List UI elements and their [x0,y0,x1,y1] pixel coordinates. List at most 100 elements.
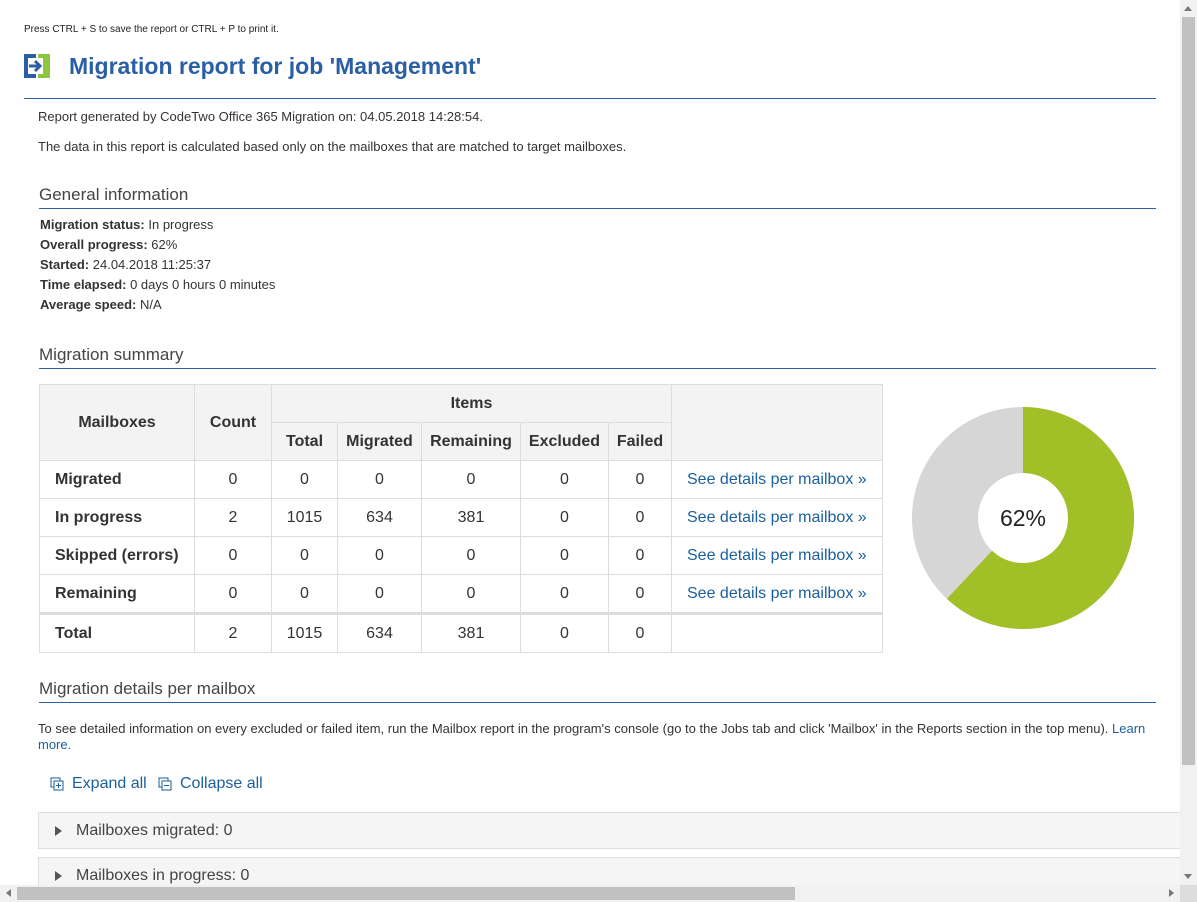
save-print-hint: Press CTRL + S to save the report or CTR… [24,24,279,35]
header-migrated: Migrated [337,422,422,461]
cell-remaining: 0 [421,536,521,575]
info-label: Time elapsed: [40,277,127,292]
progress-donut-chart: 62% [912,407,1134,629]
header-items: Items [271,384,672,423]
info-value: 0 days 0 hours 0 minutes [130,277,276,292]
horizontal-scroll-thumb[interactable] [17,887,795,900]
header-links [671,384,883,461]
title-divider [24,98,1156,99]
collapse-icon [158,777,172,791]
info-value: In progress [148,217,214,232]
expand-triangle-icon [55,825,62,836]
section-divider [39,368,1156,369]
header-total: Total [271,422,338,461]
info-value: 62% [151,237,178,252]
table-row: Remaining 0 0 0 0 0 0 See details per ma… [39,574,883,614]
average-speed: Average speed: N/A [40,297,162,312]
started-time: Started: 24.04.2018 11:25:37 [40,257,211,272]
cell-failed: 0 [608,460,672,499]
summary-table: Mailboxes Count Items Total Migrated Rem… [39,384,883,653]
collapse-all-label: Collapse all [180,775,263,792]
cell-excluded: 0 [520,498,609,537]
collapse-all-button[interactable]: Collapse all [158,775,263,793]
details-link-migrated[interactable]: See details per mailbox » [671,460,883,499]
cell-count: 2 [194,612,272,653]
details-link-in-progress[interactable]: See details per mailbox » [671,498,883,537]
info-value: 24.04.2018 11:25:37 [92,257,212,272]
cell-migrated: 0 [337,460,422,499]
scroll-right-arrow-icon[interactable] [1169,889,1174,897]
cell-total: 0 [271,536,338,575]
section-divider [39,702,1156,703]
section-divider [39,208,1156,209]
general-information-heading: General information [39,185,189,204]
group-mailboxes-in-progress[interactable]: Mailboxes in progress: 0 [38,857,1180,885]
cell-migrated: 634 [337,612,422,653]
row-label: Migrated [39,460,195,499]
cell-excluded: 0 [520,460,609,499]
page-title: Migration report for job 'Management' [69,52,482,79]
donut-label: 62% [1000,505,1046,531]
scroll-left-arrow-icon[interactable] [6,889,11,897]
table-row: In progress 2 1015 634 381 0 0 See detai… [39,498,883,537]
cell-remaining: 0 [421,574,521,614]
migration-summary-heading: Migration summary [39,345,184,364]
expand-all-label: Expand all [72,775,147,792]
time-elapsed: Time elapsed: 0 days 0 hours 0 minutes [40,277,275,292]
vertical-scroll-thumb[interactable] [1182,17,1195,765]
codetwo-logo-icon [24,54,50,78]
vertical-scrollbar[interactable] [1180,0,1197,885]
cell-count: 0 [194,536,272,575]
cell-total: 0 [271,574,338,614]
info-label: Migration status: [40,217,145,232]
cell-remaining: 381 [421,612,521,653]
cell-excluded: 0 [520,536,609,575]
details-description-text: To see detailed information on every exc… [38,721,1109,736]
cell-excluded: 0 [520,612,609,653]
details-link-skipped[interactable]: See details per mailbox » [671,536,883,575]
cell-count: 0 [194,574,272,614]
migration-status: Migration status: In progress [40,217,213,232]
cell-migrated: 0 [337,536,422,575]
expand-all-button[interactable]: Expand all [50,775,147,793]
table-row: Skipped (errors) 0 0 0 0 0 0 See details… [39,536,883,575]
scroll-down-arrow-icon[interactable] [1184,874,1192,879]
calculation-note: The data in this report is calculated ba… [38,139,627,154]
group-label: Mailboxes migrated: 0 [76,821,233,839]
info-label: Started: [40,257,90,272]
info-label: Overall progress: [40,237,148,252]
cell-failed: 0 [608,498,672,537]
horizontal-scrollbar[interactable] [0,885,1180,902]
report-page: Press CTRL + S to save the report or CTR… [24,24,1180,885]
cell-excluded: 0 [520,574,609,614]
cell-empty [671,612,883,653]
header-failed: Failed [608,422,672,461]
cell-failed: 0 [608,612,672,653]
cell-failed: 0 [608,574,672,614]
learn-more-link[interactable]: Learn more. [38,721,1146,752]
migration-details-heading: Migration details per mailbox [39,679,256,698]
scroll-up-arrow-icon[interactable] [1184,6,1192,11]
row-label: Remaining [39,574,195,614]
cell-total: 0 [271,460,338,499]
group-label: Mailboxes in progress: 0 [76,866,250,884]
cell-migrated: 634 [337,498,422,537]
info-value: N/A [139,297,162,312]
row-label: Total [39,612,195,653]
table-row: Migrated 0 0 0 0 0 0 See details per mai… [39,460,883,499]
cell-failed: 0 [608,536,672,575]
group-mailboxes-migrated[interactable]: Mailboxes migrated: 0 [38,812,1180,849]
generated-info: Report generated by CodeTwo Office 365 M… [38,109,483,124]
cell-count: 2 [194,498,272,537]
header-excluded: Excluded [520,422,609,461]
cell-total: 1015 [271,498,338,537]
overall-progress: Overall progress: 62% [40,237,177,252]
cell-count: 0 [194,460,272,499]
header-count: Count [194,384,272,461]
cell-remaining: 0 [421,460,521,499]
row-label: Skipped (errors) [39,536,195,575]
details-link-remaining[interactable]: See details per mailbox » [671,574,883,614]
details-description: To see detailed information on every exc… [38,721,1158,753]
header-mailboxes: Mailboxes [39,384,195,461]
header-remaining: Remaining [421,422,521,461]
